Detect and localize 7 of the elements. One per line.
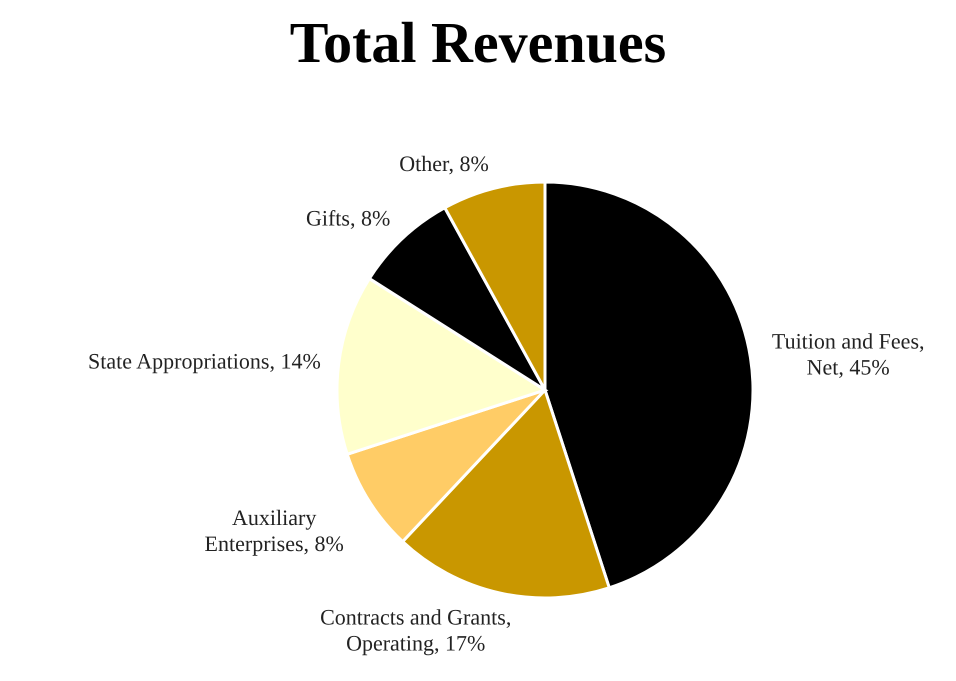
slice-label: Auxiliary Enterprises, 8%: [204, 505, 344, 556]
slice-label: Other, 8%: [399, 151, 489, 176]
slice-label: State Appropriations, 14%: [88, 348, 321, 374]
slice-label: Contracts and Grants, Operating, 17%: [320, 604, 512, 656]
slice-label: Tuition and Fees, Net, 45%: [772, 328, 925, 380]
chart-title: Total Revenues: [290, 10, 666, 75]
slice-label: Gifts, 8%: [306, 205, 390, 230]
